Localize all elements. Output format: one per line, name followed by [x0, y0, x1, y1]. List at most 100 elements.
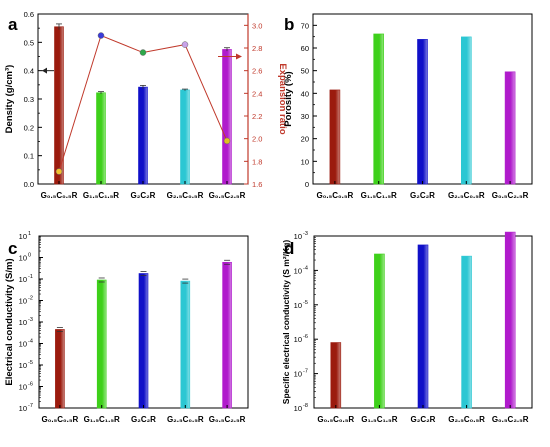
bar [330, 342, 342, 409]
bar [96, 92, 106, 185]
y-axis-title: Specific electrical conductivity (S m²/K… [281, 240, 291, 405]
y-tick-exponent: -6 [303, 334, 308, 340]
x-tick-label: G₀.₅C₀.₅R [41, 191, 78, 200]
y-tick-label: 0.3 [24, 95, 34, 104]
bar [222, 261, 232, 409]
y-tick-label: 10 [294, 404, 302, 413]
bar [417, 39, 428, 185]
y2-tick-label: 3.0 [252, 21, 262, 30]
y-tick-exponent: -6 [28, 382, 33, 388]
y2-tick-label: 1.8 [252, 157, 262, 166]
panel-b: b 0 10 20 30 40 50 60 70 Porosity (%) G₀.₅C₀.₅R G₁.… [283, 13, 533, 200]
bar [329, 89, 341, 185]
y-tick-label: 10 [19, 297, 27, 306]
expansion-point [181, 41, 189, 48]
bar [374, 253, 385, 409]
y-tick-exponent: 0 [28, 253, 31, 259]
x-tick-label: G₀.₅C₀.₅R [317, 415, 354, 424]
x-tick-label: G₀.₅C₂.₅R [492, 191, 529, 200]
y-tick-exponent: -1 [28, 274, 33, 280]
y-tick-label: 0 [305, 180, 309, 189]
y2-axis-title: Expansion ratio [277, 63, 288, 134]
bar [222, 49, 232, 185]
y-tick-label: 10 [294, 301, 302, 310]
y-tick-label: 10 [19, 275, 27, 284]
bar [55, 329, 65, 409]
y-tick-label: 10 [294, 232, 302, 241]
x-tick-label: G₂.₅C₀.₅R [167, 415, 204, 424]
y2-tick-label: 2.8 [252, 44, 262, 53]
y-tick-label: 10 [19, 361, 27, 370]
bar [504, 231, 516, 409]
y-tick-label: 10 [19, 340, 27, 349]
y-tick-label: 10 [294, 370, 302, 379]
y-tick-exponent: -5 [303, 300, 308, 306]
panel-label: b [284, 15, 294, 34]
y-tick-exponent: -5 [28, 360, 33, 366]
y-tick-label: 10 [19, 254, 27, 263]
y-tick-label: 10 [19, 318, 27, 327]
x-tick-label: G₁.₅C₁.₅R [84, 415, 120, 424]
y-tick-label: 10 [294, 335, 302, 344]
left-axis-arrowhead [42, 67, 47, 74]
y-tick-label: 60 [301, 44, 309, 53]
panel-a: a 0.0 0.1 0.2 0.3 0.4 0.5 0.6 Density (g/cm³) G₀.… [4, 10, 288, 200]
bar [180, 89, 190, 185]
y-tick-label: 0.2 [24, 123, 34, 132]
y2-tick-label: 2.4 [252, 89, 262, 98]
y-tick-exponent: -3 [28, 317, 33, 323]
y-tick-exponent: -4 [28, 339, 33, 345]
x-tick-label: G₂C₂R [411, 415, 436, 424]
panel-label: c [8, 239, 17, 258]
bar [373, 33, 385, 185]
bar [460, 36, 472, 185]
bar [180, 280, 191, 409]
y-tick-label: 10 [19, 383, 27, 392]
y-tick-exponent: -3 [303, 231, 308, 237]
y-axis-title: Porosity (%) [283, 71, 294, 126]
y-tick-exponent: -8 [303, 403, 308, 409]
expansion-point [223, 137, 231, 145]
y-tick-label: 50 [301, 67, 309, 76]
y-tick-label: 70 [301, 21, 309, 30]
y-tick-exponent: 1 [28, 231, 31, 237]
x-tick-label: G₁.₅C₁.₅R [361, 191, 397, 200]
right-axis-arrowhead [236, 53, 242, 60]
y-tick-exponent: -7 [28, 403, 33, 409]
y-axis-title: Electrical conductivity (S/m) [4, 258, 15, 385]
x-tick-label: G₂C₂R [131, 415, 156, 424]
bar [417, 244, 429, 409]
y-tick-label: 30 [301, 112, 309, 121]
x-tick-label: G₀.₅C₂.₅R [492, 415, 529, 424]
x-tick-label: G₂.₅C₀.₅R [167, 191, 204, 200]
y-tick-exponent: -7 [303, 369, 308, 375]
bar [96, 279, 107, 409]
y-tick-label: 0.6 [24, 10, 34, 19]
x-tick-label: G₁.₅C₁.₅R [361, 415, 397, 424]
y-tick-label: 0.5 [24, 38, 34, 47]
y-tick-label: 0.1 [24, 152, 34, 161]
y-tick-exponent: -4 [303, 265, 308, 271]
x-tick-label: G₁.₅C₁.₅R [83, 191, 119, 200]
y2-tick-label: 2.2 [252, 112, 262, 121]
y2-tick-label: 2.0 [252, 135, 262, 144]
x-tick-label: G₂.₅C₀.₅R [448, 415, 485, 424]
y-tick-label: 0.4 [24, 67, 34, 76]
y-tick-label: 10 [19, 404, 27, 413]
panel-label: a [8, 15, 18, 34]
x-tick-label: G₂.₅C₀.₅R [448, 191, 485, 200]
y-tick-label: 40 [301, 89, 309, 98]
y-tick-exponent: -2 [28, 296, 33, 302]
x-tick-label: G₀.₅C₀.₅R [42, 415, 79, 424]
y-tick-label: 10 [294, 266, 302, 275]
x-tick-label: G₂C₂R [410, 191, 435, 200]
x-tick-label: G₀.₅C₀.₅R [317, 191, 354, 200]
y2-tick-label: 1.6 [252, 180, 262, 189]
expansion-point [97, 32, 105, 39]
bar [138, 86, 148, 185]
expansion-point [55, 168, 63, 175]
y-tick-label: 10 [301, 157, 309, 166]
